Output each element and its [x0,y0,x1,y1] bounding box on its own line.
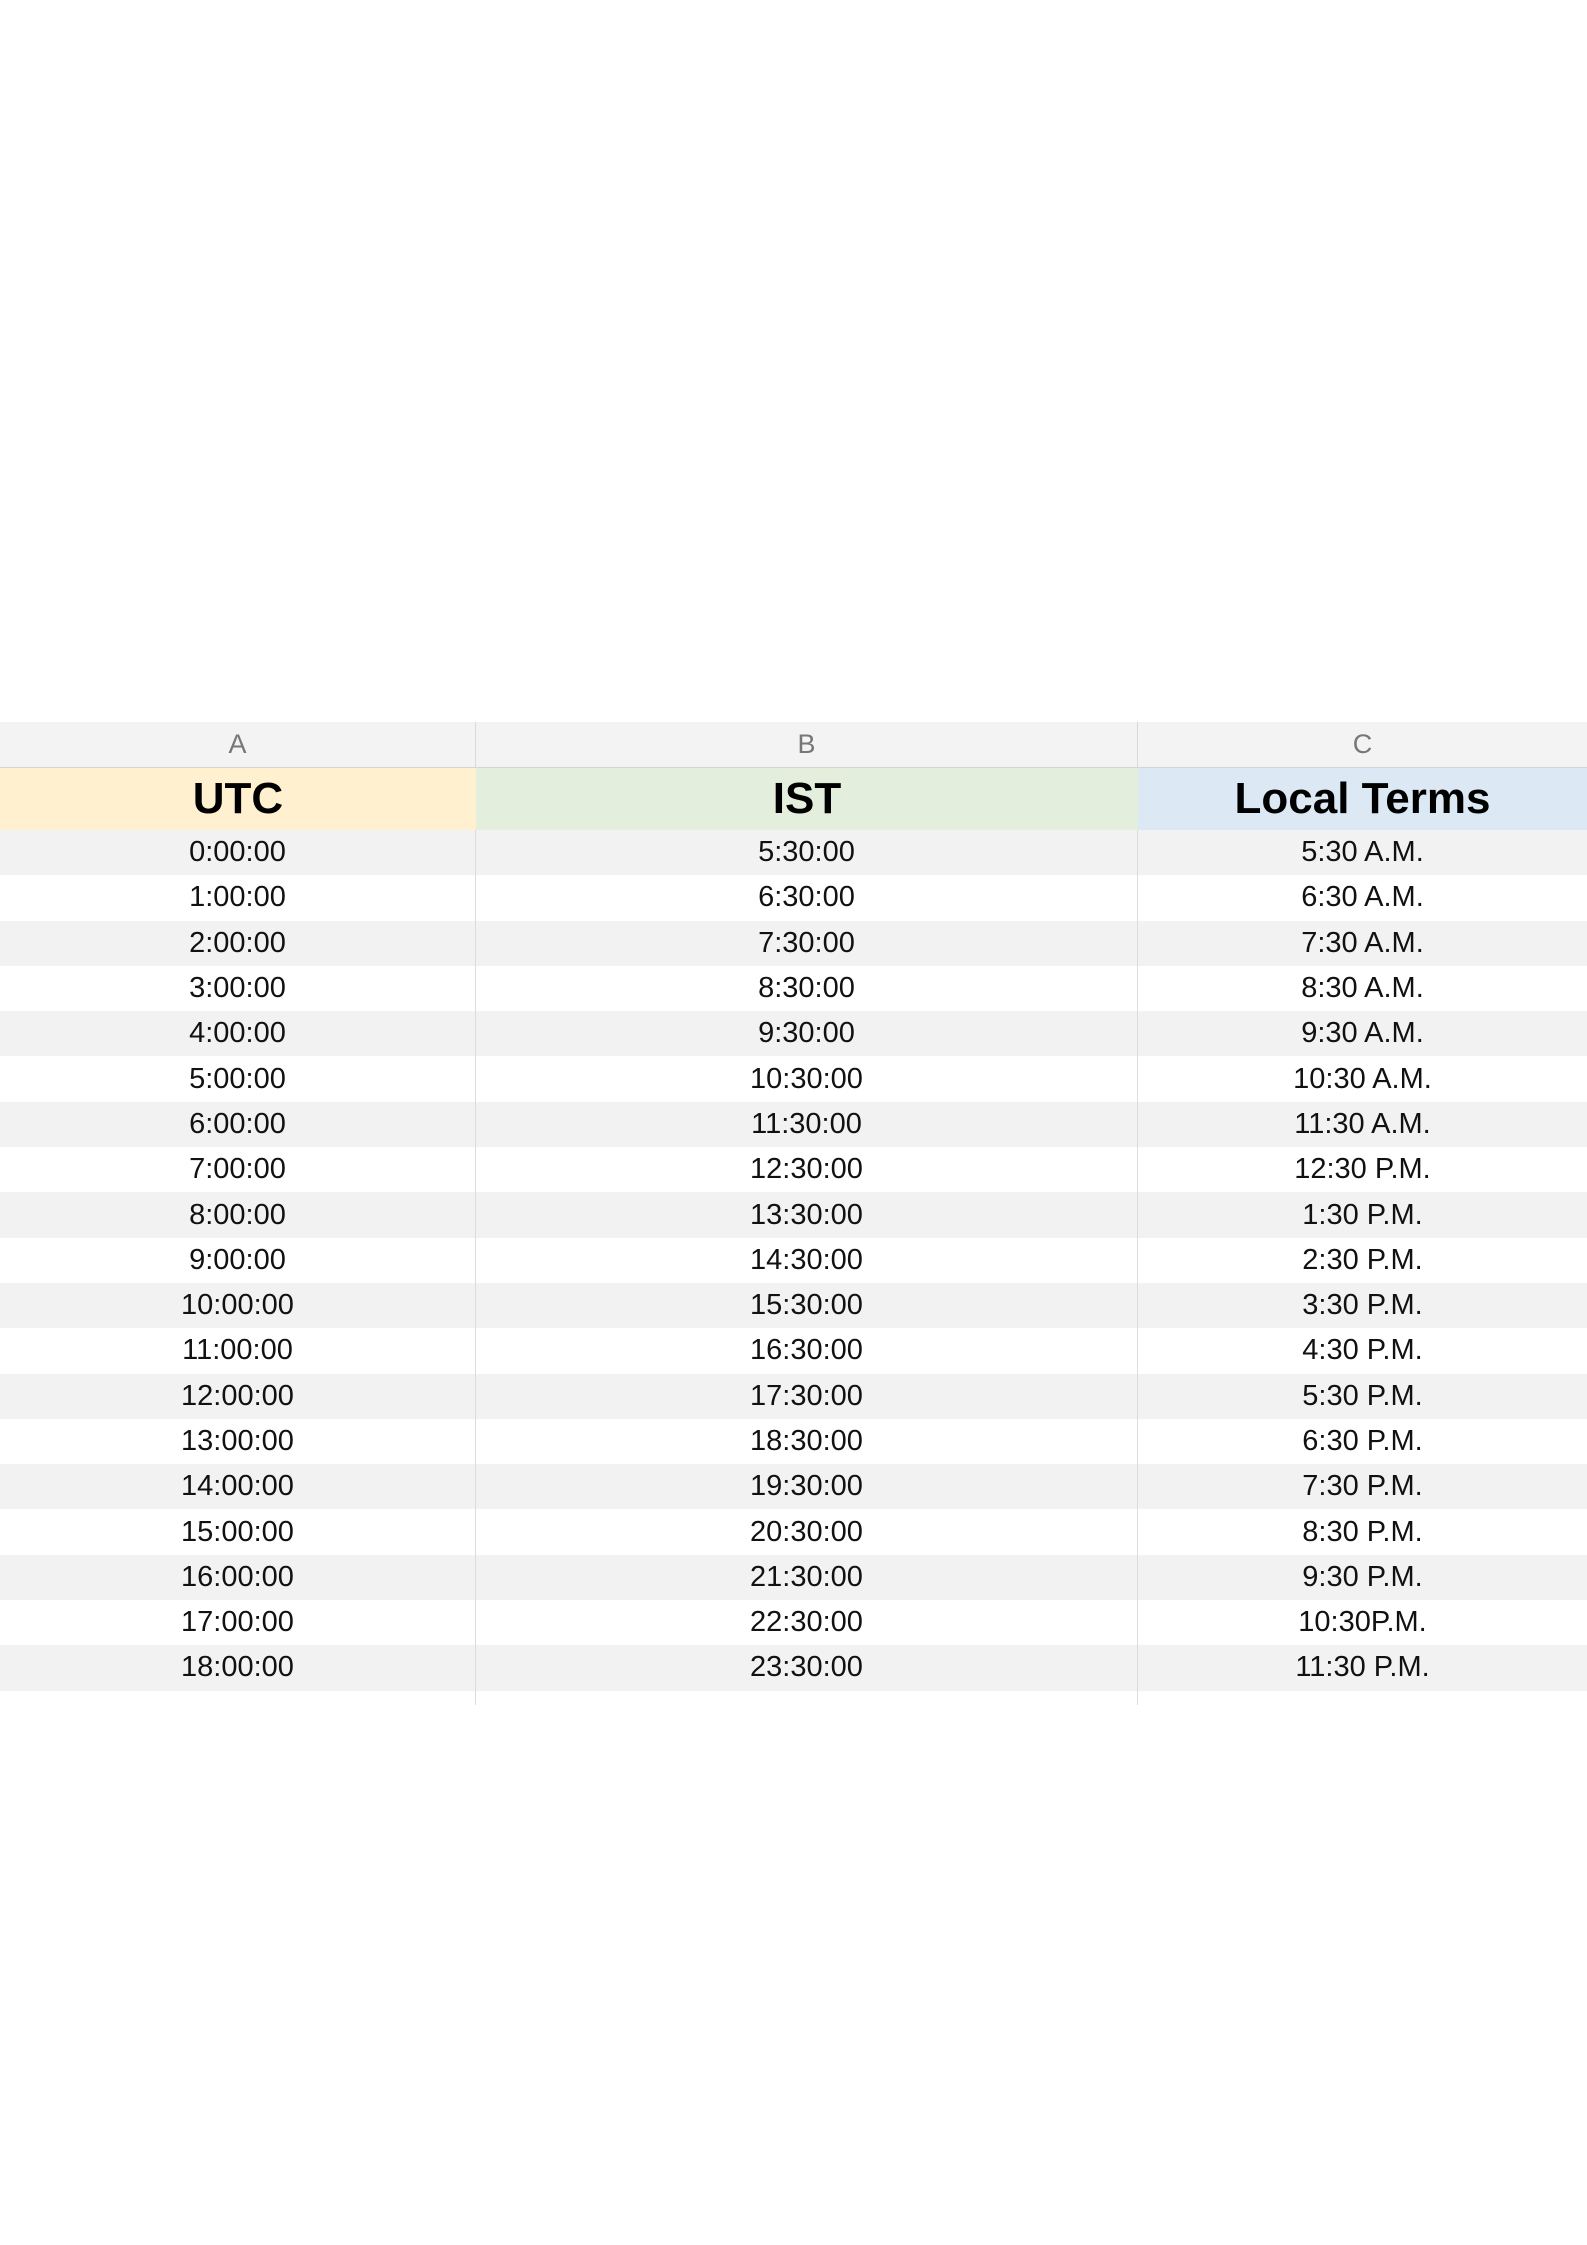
cell-ist[interactable]: 18:30:00 [476,1418,1138,1465]
table-row: 13:00:00 18:30:00 6:30 P.M. [0,1418,1587,1465]
table-body: 0:00:00 5:30:00 5:30 A.M. 1:00:00 6:30:00 6:3… [0,830,1587,1691]
cell-local-terms[interactable]: 10:30 A.M. [1293,1062,1432,1095]
cell-utc[interactable]: 11:00:00 [0,1328,476,1374]
table-row: 5:00:00 10:30:00 10:30 A.M. [0,1056,1587,1102]
table-row: 3:00:00 8:30:00 8:30 A.M. [0,965,1587,1012]
cell-local-terms[interactable]: 5:30 P.M. [1302,1379,1423,1412]
empty-row-edge [0,1690,1587,1705]
cell-local-terms[interactable]: 11:30 P.M. [1295,1651,1430,1684]
header-row: UTC IST Local Terms [0,768,1587,830]
table-row: 8:00:00 13:30:00 1:30 P.M. [0,1192,1587,1238]
cell-local-terms[interactable]: 2:30 P.M. [1302,1243,1423,1276]
column-letter-b[interactable]: B [476,722,1138,767]
empty-cell [476,1690,1138,1705]
table-row: 10:00:00 15:30:00 3:30 P.M. [0,1282,1587,1329]
cell-utc[interactable]: 15:00:00 [0,1509,476,1555]
cell-utc[interactable]: 4:00:00 [0,1011,476,1057]
cell-local-terms[interactable]: 9:30 P.M. [1302,1560,1423,1593]
empty-cell [1138,1691,1587,1705]
table-row: 2:00:00 7:30:00 7:30 A.M. [0,920,1587,966]
empty-cell [0,1690,476,1705]
cell-utc[interactable]: 1:00:00 [0,875,476,921]
cell-local-terms[interactable]: 3:30 P.M. [1302,1289,1423,1322]
header-cell-ist[interactable]: IST [476,768,1138,830]
cell-utc[interactable]: 17:00:00 [0,1600,476,1646]
cell-local-terms[interactable]: 4:30 P.M. [1302,1334,1423,1367]
table-row: 16:00:00 21:30:00 9:30 P.M. [0,1554,1587,1601]
cell-ist[interactable]: 23:30:00 [476,1645,1138,1691]
cell-utc[interactable]: 13:00:00 [0,1418,476,1465]
cell-utc[interactable]: 3:00:00 [0,965,476,1012]
cell-ist[interactable]: 11:30:00 [476,1101,1138,1148]
cell-ist[interactable]: 17:30:00 [476,1373,1138,1419]
cell-ist[interactable]: 5:30:00 [476,830,1138,876]
cell-utc[interactable]: 6:00:00 [0,1101,476,1148]
cell-utc[interactable]: 8:00:00 [0,1192,476,1238]
table-row: 11:00:00 16:30:00 4:30 P.M. [0,1328,1587,1374]
cell-local-terms[interactable]: 8:30 A.M. [1301,972,1424,1005]
table-row: 6:00:00 11:30:00 11:30 A.M. [0,1101,1587,1148]
cell-local-terms[interactable]: 8:30 P.M. [1302,1515,1423,1548]
column-letter-c[interactable]: C [1352,729,1373,759]
cell-local-terms[interactable]: 10:30P.M. [1298,1606,1427,1639]
header-cell-utc[interactable]: UTC [0,768,476,830]
cell-ist[interactable]: 22:30:00 [476,1600,1138,1646]
cell-utc[interactable]: 9:00:00 [0,1237,476,1283]
table-row: 14:00:00 19:30:00 7:30 P.M. [0,1464,1587,1510]
table-row: 15:00:00 20:30:00 8:30 P.M. [0,1509,1587,1555]
table-row: 9:00:00 14:30:00 2:30 P.M. [0,1237,1587,1283]
cell-utc[interactable]: 10:00:00 [0,1282,476,1329]
cell-local-terms[interactable]: 6:30 A.M. [1301,881,1424,914]
cell-utc[interactable]: 14:00:00 [0,1464,476,1510]
table-row: 0:00:00 5:30:00 5:30 A.M. [0,830,1587,876]
cell-local-terms[interactable]: 1:30 P.M. [1302,1198,1423,1231]
cell-utc[interactable]: 5:00:00 [0,1056,476,1102]
cell-ist[interactable]: 10:30:00 [476,1056,1138,1102]
cell-utc[interactable]: 7:00:00 [0,1147,476,1193]
cell-utc[interactable]: 16:00:00 [0,1554,476,1601]
cell-local-terms[interactable]: 5:30 A.M. [1301,836,1424,869]
table-row: 1:00:00 6:30:00 6:30 A.M. [0,875,1587,921]
table-row: 7:00:00 12:30:00 12:30 P.M. [0,1147,1587,1193]
header-cell-local-terms[interactable]: Local Terms [1138,768,1587,830]
cell-ist[interactable]: 15:30:00 [476,1282,1138,1329]
cell-utc[interactable]: 0:00:00 [0,830,476,876]
cell-local-terms[interactable]: 12:30 P.M. [1294,1153,1431,1186]
cell-ist[interactable]: 12:30:00 [476,1147,1138,1193]
cell-local-terms[interactable]: 9:30 A.M. [1301,1017,1424,1050]
cell-ist[interactable]: 7:30:00 [476,920,1138,966]
column-letter-a[interactable]: A [0,722,476,767]
spreadsheet: A B C UTC IST Local Terms 0:00:00 5:30:00… [0,722,1587,1705]
table-row: 18:00:00 23:30:00 11:30 P.M. [0,1645,1587,1691]
cell-ist[interactable]: 6:30:00 [476,875,1138,921]
cell-ist[interactable]: 20:30:00 [476,1509,1138,1555]
cell-local-terms[interactable]: 7:30 P.M. [1302,1470,1423,1503]
cell-local-terms[interactable]: 6:30 P.M. [1302,1425,1423,1457]
cell-ist[interactable]: 19:30:00 [476,1464,1138,1510]
table-row: 17:00:00 22:30:00 10:30P.M. [0,1600,1587,1646]
cell-utc[interactable]: 2:00:00 [0,920,476,966]
cell-local-terms[interactable]: 11:30 A.M. [1294,1107,1431,1140]
table-row: 4:00:00 9:30:00 9:30 A.M. [0,1011,1587,1057]
cell-ist[interactable]: 21:30:00 [476,1554,1138,1601]
cell-utc[interactable]: 12:00:00 [0,1373,476,1419]
column-letter-bar: A B C [0,722,1587,768]
cell-local-terms[interactable]: 7:30 A.M. [1301,926,1424,959]
cell-ist[interactable]: 8:30:00 [476,965,1138,1012]
cell-utc[interactable]: 18:00:00 [0,1645,476,1691]
cell-ist[interactable]: 14:30:00 [476,1237,1138,1283]
cell-ist[interactable]: 9:30:00 [476,1011,1138,1057]
table-row: 12:00:00 17:30:00 5:30 P.M. [0,1373,1587,1419]
cell-ist[interactable]: 13:30:00 [476,1192,1138,1238]
cell-ist[interactable]: 16:30:00 [476,1328,1138,1374]
